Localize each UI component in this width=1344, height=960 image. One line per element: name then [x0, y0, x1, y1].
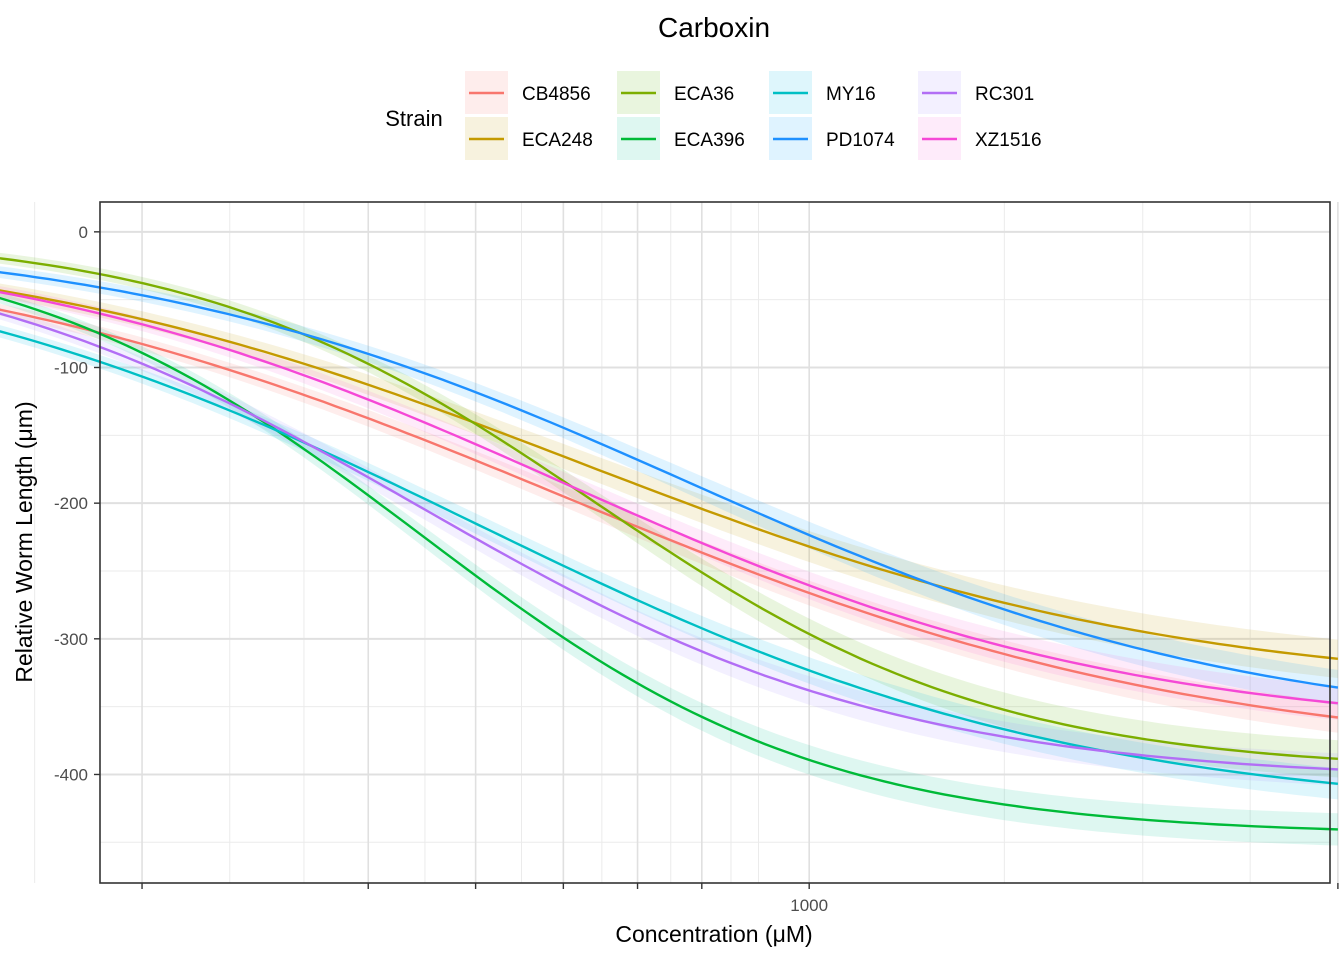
ribbon-pd1074	[0, 266, 1338, 706]
legend-label: RC301	[975, 84, 1034, 105]
legend-item-eca36: ECA36	[617, 71, 734, 114]
x-tick-label: 1000	[790, 896, 828, 915]
panel-border	[99, 201, 1331, 884]
y-tick-label: -400	[54, 765, 88, 784]
plot-panel	[0, 201, 1339, 884]
ribbon-eca248	[0, 283, 1338, 678]
legend-item-my16: MY16	[769, 71, 876, 114]
legend-item-cb4856: CB4856	[465, 71, 591, 114]
legend-item-rc301: RC301	[918, 71, 1034, 114]
y-tick-label: 0	[79, 223, 88, 242]
axes: Concentration (μM) Relative Worm Length …	[11, 223, 1339, 947]
series-line-eca36	[0, 257, 1338, 760]
legend-label: XZ1516	[975, 130, 1042, 151]
y-tick-label: -300	[54, 630, 88, 649]
panel-background	[100, 202, 1330, 883]
ribbon-xz1516	[0, 286, 1338, 720]
legend-label: PD1074	[826, 130, 895, 151]
series-line-eca396	[0, 296, 1338, 831]
y-axis-title: Relative Worm Length (μm)	[11, 401, 37, 682]
y-tick-label: -100	[54, 359, 88, 378]
y-tick-label: -200	[54, 494, 88, 513]
chart-title: Carboxin	[658, 12, 770, 43]
series-line-eca248	[0, 289, 1339, 660]
series-line-rc301	[0, 312, 1338, 771]
series-line-xz1516	[0, 290, 1339, 705]
legend-label: CB4856	[522, 84, 591, 105]
legend-title: Strain	[385, 106, 442, 131]
legend-label: MY16	[826, 84, 876, 105]
legend: Strain CB4856 ECA248 ECA36 ECA396 MY16 PD1074…	[385, 71, 1042, 160]
legend-label: ECA248	[522, 130, 593, 151]
series-line-pd1074	[0, 271, 1339, 689]
legend-label: ECA396	[674, 130, 745, 151]
legend-item-pd1074: PD1074	[769, 117, 895, 160]
legend-item-eca396: ECA396	[617, 117, 745, 160]
legend-item-xz1516: XZ1516	[918, 117, 1042, 160]
ribbon-cb4856	[0, 303, 1338, 733]
ribbon-rc301	[0, 307, 1338, 786]
legend-label: ECA36	[674, 84, 734, 105]
legend-item-eca248: ECA248	[465, 117, 593, 160]
x-axis-title: Concentration (μM)	[615, 921, 812, 947]
